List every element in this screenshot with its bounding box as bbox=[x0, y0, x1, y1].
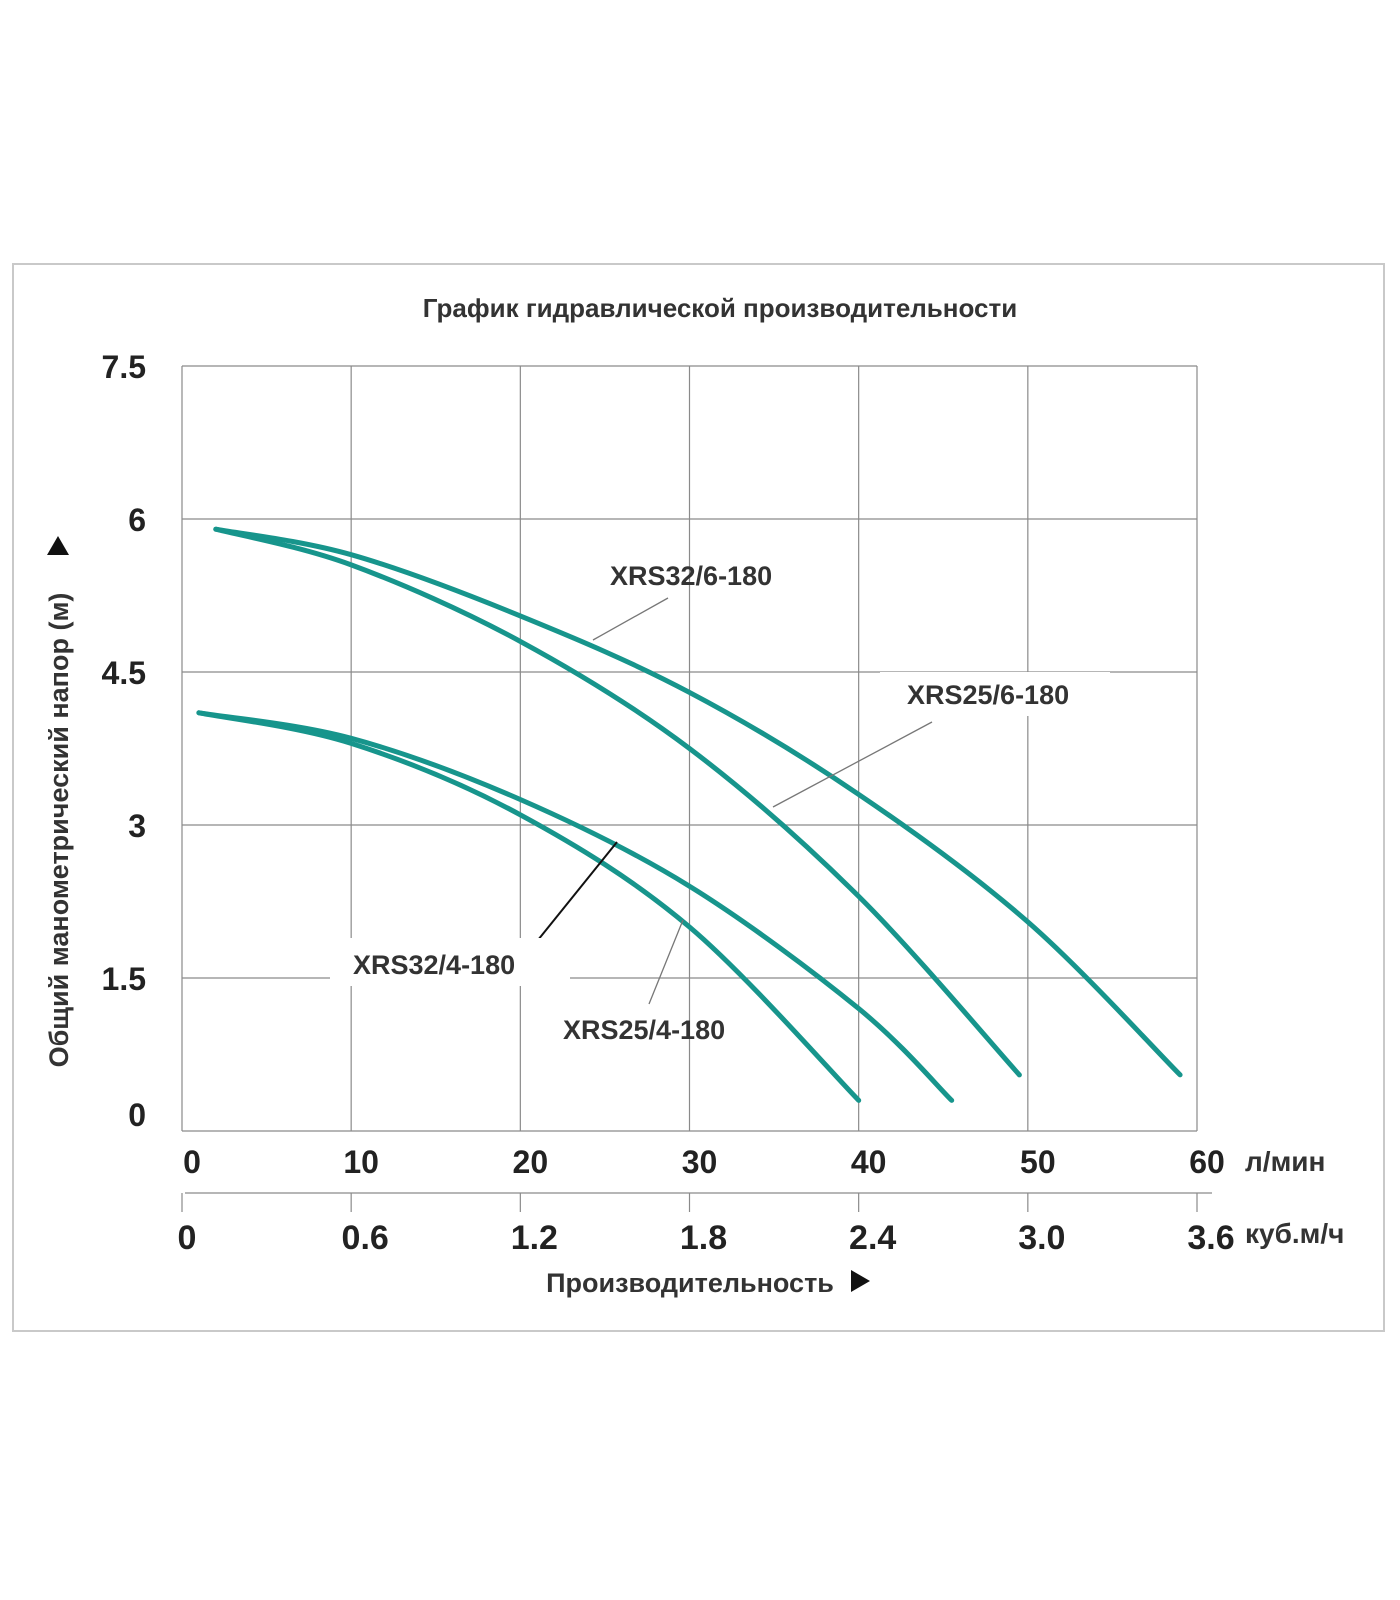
annotation-xrs32-6: XRS32/6-180 bbox=[592, 561, 772, 641]
x-tick-label: 40 bbox=[851, 1144, 887, 1180]
y-tick-labels: 0 1.5 3 4.5 6 7.5 bbox=[102, 349, 146, 1133]
x-tick-label: 50 bbox=[1020, 1144, 1056, 1180]
x2-tick-label: 3.6 bbox=[1187, 1219, 1234, 1257]
x2-tick-label: 0.6 bbox=[342, 1219, 389, 1257]
y-tick-label: 1.5 bbox=[102, 961, 146, 997]
y-tick-label: 0 bbox=[128, 1097, 146, 1133]
annotation-xrs25-4: XRS25/4-180 bbox=[563, 919, 725, 1045]
chart-title: График гидравлической производительности bbox=[423, 293, 1017, 323]
y-axis-arrow-icon bbox=[47, 536, 69, 555]
x2-tick-labels: 0 0.6 1.2 1.8 2.4 3.0 3.6 bbox=[178, 1193, 1235, 1257]
x2-tick-label: 1.8 bbox=[680, 1219, 727, 1257]
series-line-xrs32-6-180 bbox=[213, 526, 1183, 1078]
x-tick-label: 60 bbox=[1189, 1144, 1225, 1180]
x2-tick-label: 0 bbox=[178, 1219, 197, 1257]
series-label-xrs25-4: XRS25/4-180 bbox=[563, 1015, 725, 1045]
series-label-xrs32-4: XRS32/4-180 bbox=[353, 950, 515, 980]
x2-tick-label: 1.2 bbox=[511, 1219, 558, 1257]
x2-tick-label: 3.0 bbox=[1018, 1219, 1065, 1257]
series-label-xrs32-6: XRS32/6-180 bbox=[610, 561, 772, 591]
series-line-xrs25-4-180 bbox=[196, 710, 862, 1103]
curves bbox=[196, 526, 1183, 1103]
y-axis-title: Общий манометрический напор (м) bbox=[44, 593, 74, 1068]
x-axis-title: Производительность bbox=[546, 1268, 834, 1298]
y-tick-label: 4.5 bbox=[102, 655, 146, 691]
x-tick-label: 30 bbox=[682, 1144, 718, 1180]
annotation-xrs25-6: XRS25/6-180 bbox=[772, 672, 1110, 808]
x-axis-arrow-icon bbox=[851, 1270, 870, 1292]
x2-unit-label: куб.м/ч bbox=[1245, 1218, 1344, 1249]
series-line-xrs32-4-180 bbox=[196, 710, 955, 1103]
x-unit-label: л/мин bbox=[1245, 1146, 1325, 1177]
x-tick-label: 0 bbox=[183, 1144, 201, 1180]
x-tick-label: 20 bbox=[513, 1144, 549, 1180]
x-tick-label: 10 bbox=[343, 1144, 379, 1180]
annotation-xrs32-4: XRS32/4-180 bbox=[330, 841, 618, 986]
x-tick-labels: 0 10 20 30 40 50 60 bbox=[183, 1144, 1225, 1180]
y-tick-label: 6 bbox=[128, 502, 146, 538]
x2-tick-label: 2.4 bbox=[849, 1219, 896, 1257]
y-tick-label: 3 bbox=[128, 808, 146, 844]
series-line-xrs25-6-180 bbox=[213, 526, 1022, 1078]
chart-frame bbox=[12, 263, 1385, 1332]
series-label-xrs25-6: XRS25/6-180 bbox=[907, 680, 1069, 710]
y-tick-label: 7.5 bbox=[102, 349, 146, 385]
